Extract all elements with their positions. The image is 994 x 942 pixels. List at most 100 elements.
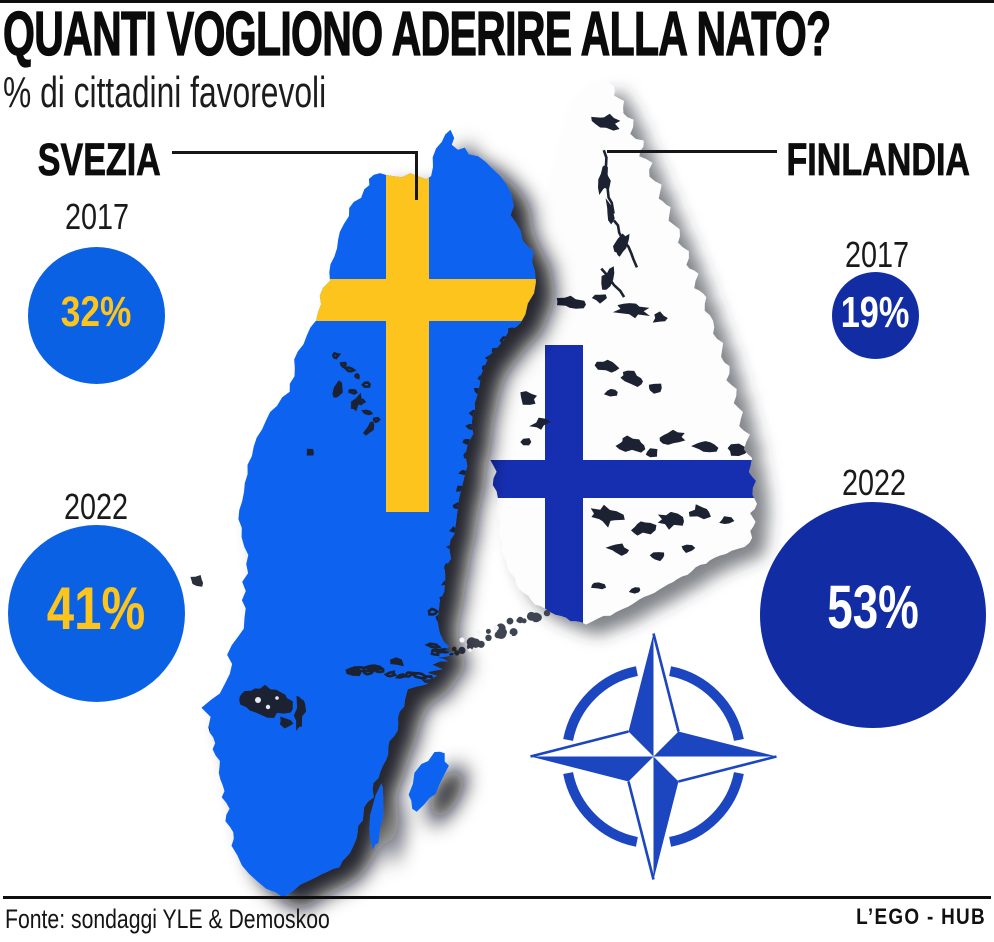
finland-2017-value: 19% (841, 287, 910, 337)
svezia-connector-line (172, 151, 418, 154)
sweden-blue-islet (397, 646, 402, 652)
sweden-archipelago-fleck (455, 627, 468, 637)
sweden-archipelago-fleck (462, 438, 471, 446)
sweden-2017-circle: 32% (28, 247, 165, 384)
sweden-flag-bar-horizontal (285, 279, 536, 321)
finland-map (487, 81, 757, 625)
sweden-archipelago-fleck (440, 580, 452, 586)
archipelago-islet (543, 609, 551, 617)
sweden-archipelago-fleck (436, 615, 451, 624)
white-islets (459, 625, 512, 652)
svezia-connector-drop (415, 151, 418, 200)
finland-lake-blob (605, 198, 615, 225)
nato-star-edge-line (627, 781, 655, 880)
archipelago-islet (534, 613, 542, 622)
sweden-archipelago-fleck (345, 666, 361, 674)
finland-lake-blob (556, 295, 586, 309)
nato-ring (563, 666, 744, 847)
finland-flag-cross (487, 345, 757, 625)
nato-star-edge-line (678, 755, 777, 783)
sweden-archipelago-fleck (342, 366, 357, 373)
sweden-landmass (201, 129, 536, 898)
sweden-archipelago-fleck (447, 621, 459, 631)
finland-lake-blob (691, 441, 719, 453)
nato-ring-arc (669, 772, 744, 847)
sweden-lakes (201, 380, 404, 760)
sweden-archipelago-fleck (487, 648, 504, 655)
finland-lake-blob (645, 448, 658, 458)
finland-lake-blob (615, 435, 646, 453)
finland-2017-year: 2017 (844, 234, 910, 275)
archipelago-islet (458, 646, 466, 655)
footer-brand: L’EGO - HUB (856, 904, 986, 929)
page-title: QUANTI VOGLIONO ADERIRE ALLA NATO? (3, 0, 832, 69)
sweden-lake-blob (363, 421, 375, 436)
finland-lake-blob (591, 294, 607, 304)
finland-landmass (487, 81, 757, 625)
nato-star-edge-line (530, 730, 629, 758)
footer-source: Fonte: sondaggi YLE & Demoskoo (5, 904, 330, 934)
nato-ring-arc (563, 666, 638, 741)
sweden-lake-blob (350, 392, 362, 412)
nato-star-edge-line (652, 633, 680, 732)
sweden-2022-value: 41% (47, 574, 146, 642)
finland-lake-blob (520, 391, 537, 405)
sweden-archipelago-fleck (484, 354, 496, 361)
sweden-archipelago-fleck (383, 670, 398, 678)
finland-river-line (600, 267, 626, 298)
sweden-archipelago-fleck (402, 671, 420, 678)
nato-ring-arc (563, 772, 638, 847)
coastal-fleck (190, 575, 204, 587)
top-rule (0, 0, 994, 3)
sweden-archipelago-fleck (339, 361, 347, 368)
sweden-archipelago-fleck (372, 416, 381, 424)
oland-island (369, 783, 384, 851)
finland-lake-blob (719, 516, 735, 524)
archipelago-islet (485, 634, 492, 641)
archipelago-islet (521, 618, 527, 624)
sweden-2022-year: 2022 (63, 486, 129, 527)
sweden-archipelago-fleck (375, 667, 385, 674)
sweden-archipelago-fleck (481, 364, 492, 372)
sweden-archipelago-fleck (411, 671, 427, 680)
white-islet (508, 634, 512, 638)
sweden-archipelago-fleck (361, 409, 374, 416)
sweden-archipelago-fleck (463, 451, 471, 459)
finland-lakes (520, 113, 749, 594)
sweden-archipelago-fleck (348, 388, 358, 395)
finland-lake-blob (529, 417, 551, 430)
sweden-2017-year: 2017 (64, 196, 130, 237)
finland-flag-bar-vertical (545, 345, 583, 625)
finland-lake-blob (612, 303, 650, 319)
sweden-lake-blob (201, 753, 205, 760)
sweden-lake-blob (279, 716, 294, 729)
gotland-island (408, 751, 449, 812)
sweden-2017-value: 32% (61, 288, 132, 336)
finland-lake-blob (594, 359, 620, 373)
sweden-archipelago-fleck (362, 669, 374, 676)
archipelago-islet (499, 628, 508, 637)
sweden-archipelago-fleck (331, 351, 342, 360)
sweden-archipelago-fleck (458, 469, 468, 476)
finland-2022-value: 53% (827, 572, 919, 641)
label-svezia: SVEZIA (37, 134, 161, 185)
finland-2017-circle: 19% (832, 272, 919, 359)
white-islet (475, 629, 481, 635)
sweden-archipelago-fleck (439, 595, 451, 602)
sweden-archipelago-fleck (445, 544, 455, 551)
finland-lake-blob (659, 429, 686, 445)
finland-lake-blob (688, 504, 711, 520)
finland-lake-blob (605, 543, 630, 556)
finland-lake-blob (657, 511, 684, 530)
sweden-archipelago-fleck (460, 655, 468, 662)
star-edges (530, 633, 777, 880)
finland-lake-blob (628, 587, 641, 594)
aland-islets (397, 646, 429, 675)
archipelago-islet (506, 617, 514, 625)
sweden-archipelago-fleck (421, 675, 435, 684)
sweden-blue-islet (401, 656, 406, 661)
finland-river-line (612, 219, 639, 268)
sweden-archipelago-fleck (484, 642, 504, 650)
finland-2022-circle: 53% (760, 502, 986, 728)
